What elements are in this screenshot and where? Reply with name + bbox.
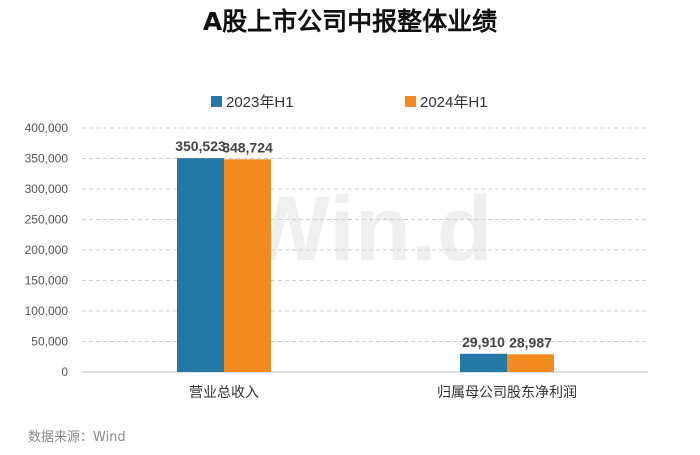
data-label: 29,910 — [462, 334, 505, 350]
y-tick-label: 100,000 — [25, 304, 69, 318]
bar-2023h1-revenue — [177, 158, 224, 372]
y-tick-label: 0 — [61, 365, 68, 379]
x-category-label: 营业总收入 — [189, 385, 259, 401]
source-note: 数据来源：Wind — [28, 430, 126, 445]
y-tick-label: 400,000 — [25, 121, 69, 135]
y-tick-label: 150,000 — [25, 274, 69, 288]
y-tick-label: 350,000 — [25, 152, 69, 166]
y-tick-label: 50,000 — [31, 335, 68, 349]
bar-2024h1-net-profit — [507, 354, 554, 372]
bars — [177, 158, 554, 372]
y-tick-label: 250,000 — [25, 213, 69, 227]
legend: 2023年H1 2024年H1 — [211, 94, 488, 111]
legend-swatch-2023h1 — [211, 96, 222, 107]
x-category-label: 归属母公司股东净利润 — [437, 384, 577, 401]
watermark-logo: Win.d — [243, 178, 493, 280]
data-label: 348,724 — [222, 139, 273, 155]
legend-swatch-2024h1 — [405, 96, 416, 107]
y-axis-ticks: 0 50,000 100,000 150,000 200,000 250,000 300,0… — [25, 121, 69, 379]
legend-label-2024h1: 2024年H1 — [420, 94, 488, 111]
bar-2023h1-net-profit — [460, 353, 507, 372]
y-tick-label: 300,000 — [25, 182, 69, 196]
legend-label-2023h1: 2023年H1 — [226, 94, 294, 111]
chart-title: A股上市公司中报整体业绩 — [203, 7, 497, 36]
data-label: 350,523 — [175, 138, 226, 154]
grid-lines — [82, 127, 648, 373]
data-label: 28,987 — [509, 334, 552, 350]
bar-2024h1-revenue — [224, 159, 271, 372]
x-axis-categories: 营业总收入 归属母公司股东净利润 — [189, 384, 577, 401]
y-tick-label: 200,000 — [25, 243, 69, 257]
